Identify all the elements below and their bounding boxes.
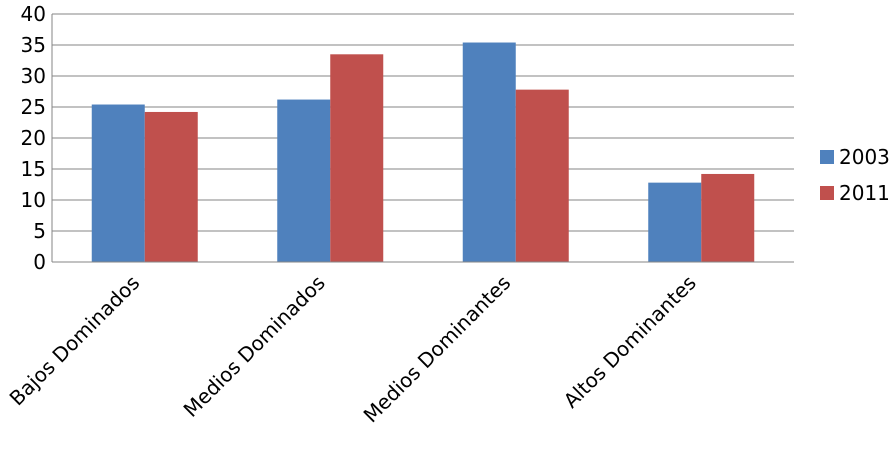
y-tick-label: 20	[21, 126, 46, 150]
y-tick-label: 30	[21, 64, 46, 88]
bar-2011-3	[701, 173, 755, 262]
bar-2003-2	[462, 42, 516, 262]
legend-label-2003: 2003	[839, 145, 890, 169]
bar-2003-0	[91, 104, 145, 263]
x-tick-label: Medios Dominados	[179, 271, 330, 422]
legend-swatch-2011	[820, 186, 834, 200]
bar-2011-2	[515, 89, 569, 262]
y-tick-label: 35	[21, 33, 46, 57]
bar-2003-3	[648, 182, 702, 262]
y-tick-label: 15	[21, 157, 46, 181]
y-tick-label: 25	[21, 95, 46, 119]
legend-swatch-2003	[820, 150, 834, 164]
x-tick-label: Medios Dominantes	[359, 271, 516, 428]
bar-2011-1	[330, 54, 384, 262]
x-axis-tick-labels: Bajos Dominados Medios Dominados Medios Do…	[5, 271, 701, 428]
bar-2011-0	[144, 111, 198, 263]
x-tick-label: Bajos Dominados	[5, 271, 145, 411]
bars	[91, 42, 755, 263]
y-tick-label: 10	[21, 188, 46, 212]
y-tick-label: 40	[21, 2, 46, 26]
y-tick-label: 5	[33, 219, 46, 243]
x-tick-label: Altos Dominantes	[559, 271, 701, 413]
y-tick-label: 0	[33, 250, 46, 274]
y-axis-tick-labels: 0 5 10 15 20 25 30 35 40	[21, 2, 46, 274]
legend: 2003 2011	[820, 145, 890, 205]
bar-2003-1	[277, 99, 331, 262]
legend-label-2011: 2011	[839, 181, 890, 205]
